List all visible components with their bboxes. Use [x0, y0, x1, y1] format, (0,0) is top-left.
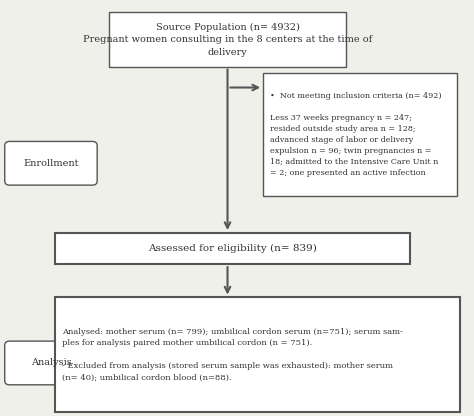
Bar	[55, 233, 410, 264]
Text: •  Not meeting inclusion criteria (n= 492)

Less 37 weeks pregnancy n = 247;
res: • Not meeting inclusion criteria (n= 492…	[270, 92, 442, 177]
Bar	[55, 297, 460, 412]
Text: Analysis: Analysis	[31, 359, 71, 367]
Bar	[109, 12, 346, 67]
Bar	[263, 73, 457, 196]
FancyBboxPatch shape	[5, 341, 97, 385]
FancyBboxPatch shape	[5, 141, 97, 185]
Text: Enrollment: Enrollment	[23, 159, 79, 168]
Text: Assessed for eligibility (n= 839): Assessed for eligibility (n= 839)	[148, 244, 317, 253]
Text: Analysed: mother serum (n= 799); umbilical cordon serum (n=751); serum sam-
ples: Analysed: mother serum (n= 799); umbilic…	[62, 328, 402, 381]
Text: Source Population (n= 4932)
Pregnant women consulting in the 8 centers at the ti: Source Population (n= 4932) Pregnant wom…	[83, 22, 372, 57]
